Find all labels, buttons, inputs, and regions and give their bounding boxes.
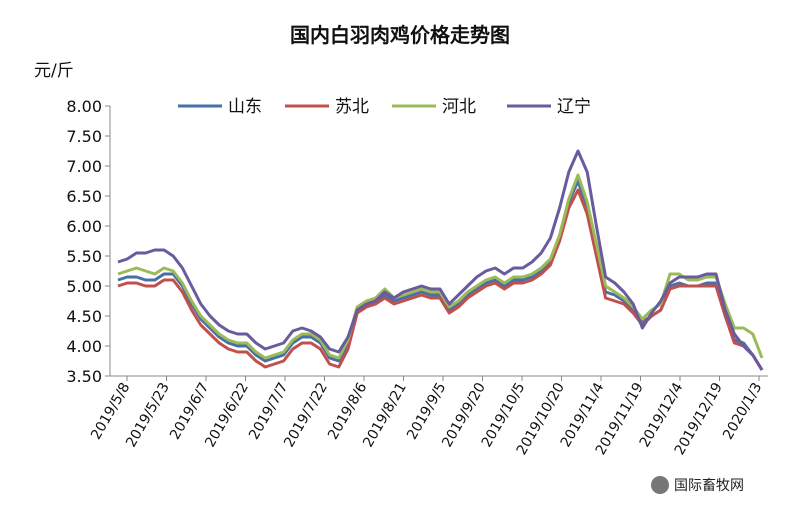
series-line-辽宁 [117, 149, 764, 371]
watermark-text: 国际畜牧网 [674, 478, 744, 494]
wechat-icon [651, 476, 669, 494]
y-tick-label: 3.50 [66, 367, 102, 386]
x-tick-label: 2019/6/7 [167, 380, 212, 442]
y-axis-unit-label: 元/斤 [34, 61, 74, 81]
legend: 山东 苏北 河北 辽宁 [178, 97, 591, 117]
y-tick-label: 4.00 [66, 337, 102, 356]
series-line-河北 [117, 173, 764, 360]
series-lines [117, 149, 764, 371]
y-tick-label: 6.50 [66, 187, 102, 206]
series-line-苏北 [117, 188, 764, 371]
x-axis-ticks: 2019/5/82019/5/232019/6/72019/6/222019/7… [88, 376, 765, 458]
legend-label-山东: 山东 [228, 97, 262, 117]
series-line-山东 [117, 179, 764, 371]
y-tick-label: 6.00 [66, 217, 102, 236]
y-axis-ticks: 8.00 7.50 7.00 6.50 6.00 5.50 5.00 4.50 4.00 3.50 [66, 97, 110, 386]
watermark-logo: 国际畜牧网 [651, 476, 744, 494]
legend-label-苏北: 苏北 [335, 97, 369, 117]
y-tick-label: 8.00 [66, 97, 102, 116]
x-tick-label: 2019/5/8 [88, 380, 133, 442]
y-tick-label: 7.50 [66, 127, 102, 146]
y-tick-label: 7.00 [66, 157, 102, 176]
x-tick-label: 2019/9/5 [404, 380, 449, 442]
axes [109, 106, 768, 377]
legend-label-辽宁: 辽宁 [557, 97, 591, 117]
chart-title: 国内白羽肉鸡价格走势图 [290, 23, 510, 47]
y-tick-label: 5.00 [66, 277, 102, 296]
x-tick-label: 2020/1/3 [720, 380, 765, 442]
x-tick-label: 2019/7/7 [246, 380, 291, 442]
y-tick-label: 4.50 [66, 307, 102, 326]
x-tick-label: 2019/8/6 [325, 380, 370, 443]
y-tick-label: 5.50 [66, 247, 102, 266]
legend-label-河北: 河北 [442, 97, 476, 117]
